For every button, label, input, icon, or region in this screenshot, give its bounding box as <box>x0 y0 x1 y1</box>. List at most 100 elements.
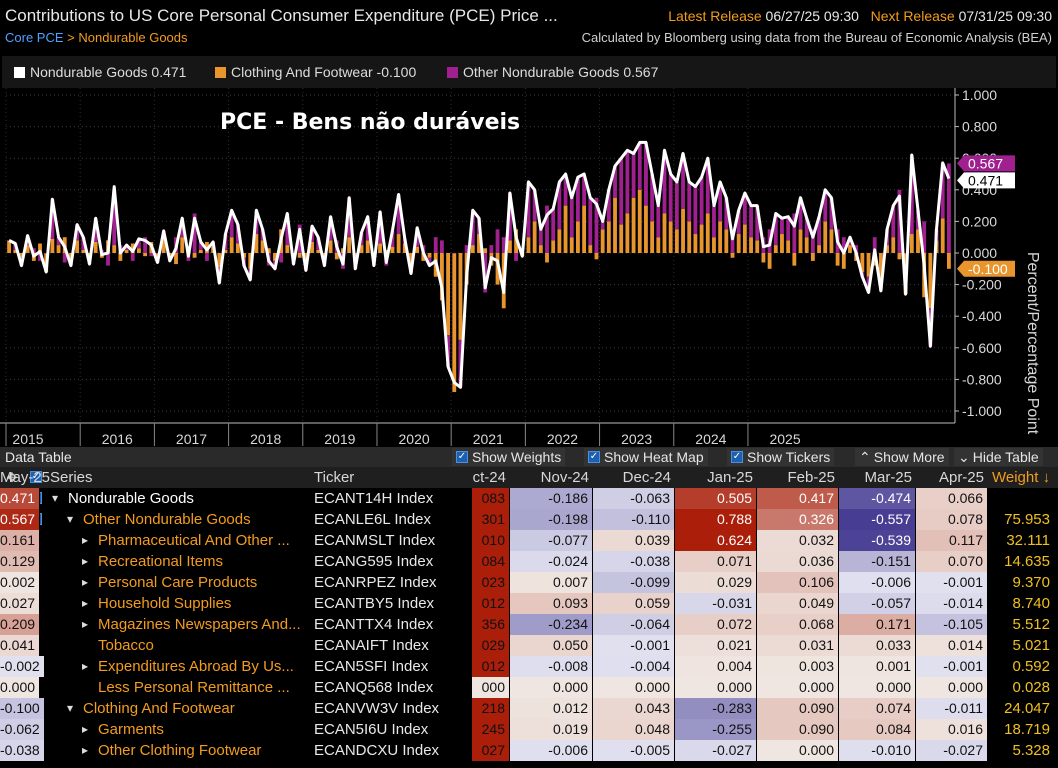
row-value: 012 <box>472 656 510 677</box>
row-series-name[interactable]: Clothing And Footwear <box>83 700 235 717</box>
column-ticker[interactable]: Ticker <box>314 469 355 486</box>
row-series-name[interactable]: Magazines Newspapers And... <box>98 616 301 633</box>
row-ticker[interactable]: ECANG595 Index <box>314 553 434 570</box>
bar-clothing-footwear <box>668 221 673 253</box>
column-month[interactable]: Dec-24 <box>622 469 671 486</box>
expand-right-icon[interactable]: ▸ <box>82 617 89 631</box>
row-value: -0.186 <box>510 488 593 509</box>
column-month[interactable]: Apr-25 <box>938 469 984 486</box>
expand-right-icon[interactable]: ▸ <box>82 554 89 568</box>
column-month[interactable]: Feb-25 <box>787 469 835 486</box>
table-row[interactable]: ✥▸Pharmaceutical And Other ...ECANMSLT I… <box>0 530 1058 551</box>
table-row[interactable]: Less Personal Remittance ... ECANQ568 Ind… <box>0 677 1058 698</box>
row-ticker[interactable]: ECANTBY5 Index <box>314 595 435 612</box>
bar-clothing-footwear <box>235 243 240 253</box>
table-row[interactable]: ✥▸Expenditures Abroad By Us...ECAN5SFI I… <box>0 656 1058 677</box>
bar-other-nondurable <box>718 181 723 222</box>
column-month[interactable]: Nov-24 <box>540 469 589 486</box>
column-month[interactable]: Jan-25 <box>707 469 753 486</box>
x-tick-label: 2020 <box>399 431 430 447</box>
column-weight[interactable]: Weight ↓ <box>988 467 1058 488</box>
expand-down-icon[interactable]: ▾ <box>67 701 74 715</box>
row-ticker[interactable]: ECANQ568 Index <box>314 679 434 696</box>
row-series-name[interactable]: Nondurable Goods <box>68 490 194 507</box>
row-ticker[interactable]: ECANMSLT Index <box>314 532 436 549</box>
row-series-name[interactable]: Pharmaceutical And Other ... <box>98 532 290 549</box>
bar-clothing-footwear <box>347 237 352 253</box>
legend-clothing-footwear[interactable]: Clothing And Footwear -0.100 <box>215 64 416 80</box>
column-series[interactable]: Series <box>50 469 93 486</box>
show-tickers-toggle[interactable]: ✓ Show Tickers <box>727 448 835 466</box>
row-series-name[interactable]: Garments <box>98 721 164 738</box>
row-ticker[interactable]: ECANRPEZ Index <box>314 574 437 591</box>
row-value: 356 <box>472 614 510 635</box>
breadcrumb-root[interactable]: Core PCE <box>5 30 64 45</box>
row-ticker[interactable]: ECANLE6L Index <box>314 511 432 528</box>
row-series-name[interactable]: Tobacco <box>98 637 154 654</box>
show-more-button[interactable]: ⌃ Show More <box>855 448 949 466</box>
select-all-checkbox[interactable]: ✓ <box>30 471 42 483</box>
row-ticker[interactable]: ECANDCXU Index <box>314 742 440 759</box>
column-month[interactable]: ct-24 <box>472 469 506 486</box>
bar-clothing-footwear <box>285 245 290 253</box>
row-value: 0.072 <box>675 614 757 635</box>
row-ticker[interactable]: ECAN5I6U Index <box>314 721 429 738</box>
row-series-name[interactable]: Expenditures Abroad By Us... <box>98 658 294 675</box>
row-series-name[interactable]: Recreational Items <box>98 553 224 570</box>
table-row[interactable]: ✥▸Magazines Newspapers And...ECANTTX4 In… <box>0 614 1058 635</box>
move-icon[interactable]: ✥ <box>6 470 18 485</box>
x-tick-label: 2022 <box>547 431 578 447</box>
row-ticker[interactable]: ECANTTX4 Index <box>314 616 434 633</box>
data-table-title: Data Table <box>5 449 72 465</box>
row-ticker[interactable]: ECANT14H Index <box>314 490 434 507</box>
column-month[interactable]: Mar-25 <box>864 469 912 486</box>
y-tick-label: -0.400 <box>962 308 1002 324</box>
show-heatmap-toggle[interactable]: ✓ Show Heat Map <box>584 448 708 466</box>
expand-right-icon[interactable]: ▸ <box>82 575 89 589</box>
row-series-name[interactable]: Other Clothing Footwear <box>98 742 262 759</box>
row-series-name[interactable]: Less Personal Remittance ... <box>98 679 290 696</box>
row-series-name[interactable]: Personal Care Products <box>98 574 258 591</box>
row-ticker[interactable]: ECANAIFT Index <box>314 637 429 654</box>
legend-other-nondurable[interactable]: Other Nondurable Goods 0.567 <box>447 64 658 80</box>
bar-other-nondurable <box>730 234 735 253</box>
row-ticker[interactable]: ECANVW3V Index <box>314 700 440 717</box>
show-weights-toggle[interactable]: ✓ Show Weights <box>452 448 566 466</box>
chart-area[interactable]: 1.0000.8000.6000.4000.2000.000-0.200-0.4… <box>0 88 1058 447</box>
row-value: 0.084 <box>839 719 916 740</box>
row-value: -0.014 <box>916 593 988 614</box>
table-row[interactable]: Tobacco ECANAIFT Index 029 0.050 -0.001 0.021… <box>0 635 1058 656</box>
hide-table-button[interactable]: ⌄ Hide Table <box>954 448 1043 466</box>
row-value: 084 <box>472 551 510 572</box>
row-ticker[interactable]: ECAN5SFI Index <box>314 658 429 675</box>
bar-other-nondurable <box>470 210 475 246</box>
row-weight: 24.047 <box>1004 700 1050 717</box>
expand-down-icon[interactable]: ▾ <box>52 491 59 505</box>
expand-right-icon[interactable]: ▸ <box>82 722 89 736</box>
breadcrumb-leaf[interactable]: Nondurable Goods <box>78 30 188 45</box>
column-month[interactable]: May-25 <box>0 469 51 486</box>
row-value: 0.066 <box>916 488 988 509</box>
expand-down-icon[interactable]: ▾ <box>67 512 74 526</box>
expand-right-icon[interactable]: ▸ <box>82 533 89 547</box>
bar-clothing-footwear <box>656 237 661 253</box>
bar-other-nondurable <box>489 245 494 253</box>
last-value-text: 0.567 <box>968 155 1003 171</box>
expand-right-icon[interactable]: ▸ <box>82 659 89 673</box>
row-series-name[interactable]: Household Supplies <box>98 595 232 612</box>
expand-right-icon[interactable]: ▸ <box>82 743 89 757</box>
bar-other-nondurable <box>792 213 797 253</box>
legend-nondurable-goods[interactable]: Nondurable Goods 0.471 <box>14 64 186 80</box>
row-value: -0.001 <box>593 635 675 656</box>
row-series-name[interactable]: Other Nondurable Goods <box>83 511 251 528</box>
expand-right-icon[interactable]: ▸ <box>82 596 89 610</box>
bar-clothing-footwear <box>780 234 784 253</box>
